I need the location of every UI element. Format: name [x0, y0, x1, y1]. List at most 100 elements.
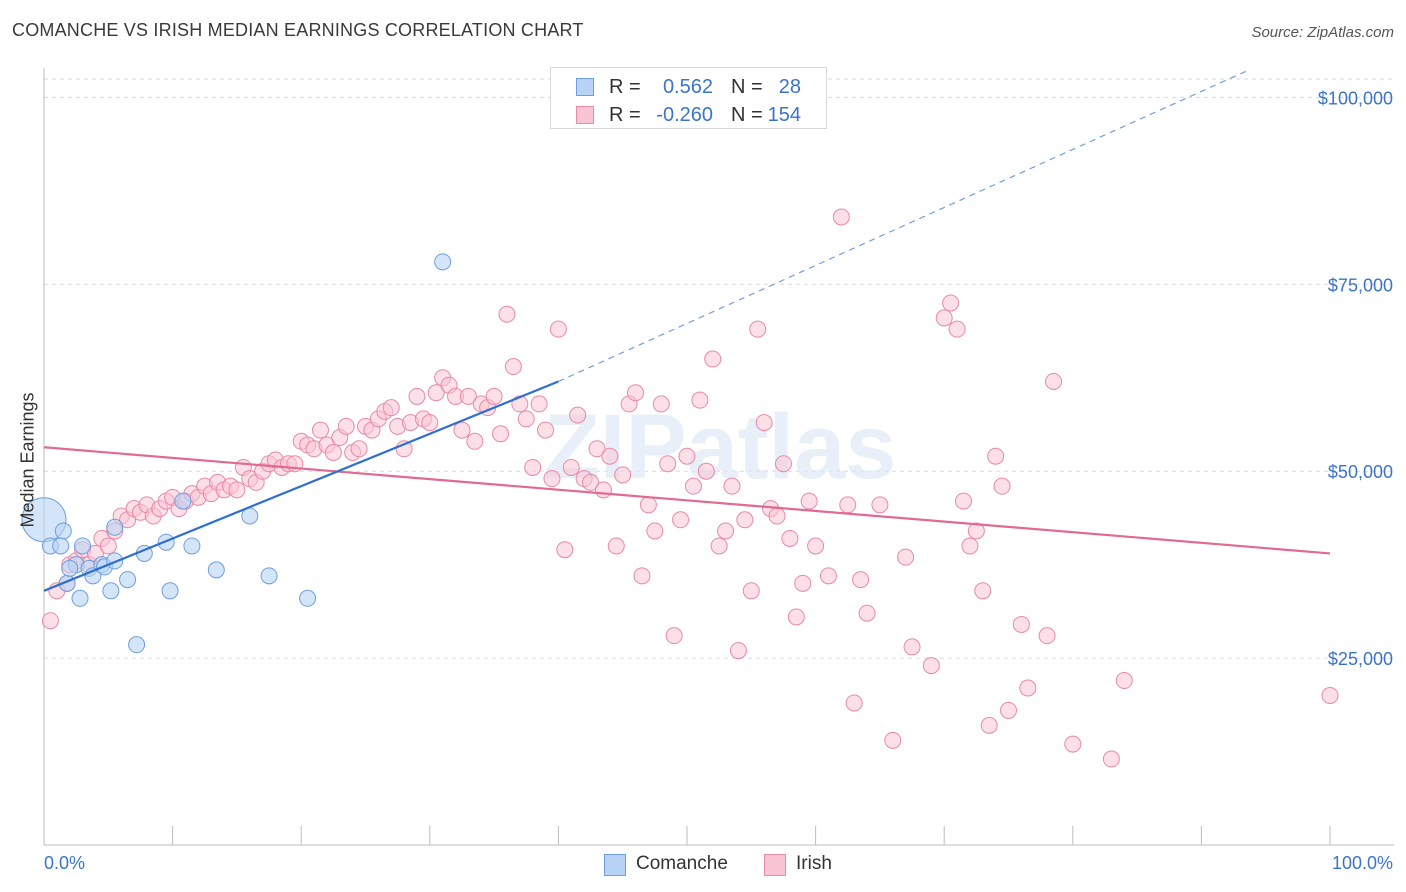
comanche-point	[207, 561, 225, 579]
irish-point	[723, 477, 741, 495]
irish-point	[819, 567, 837, 585]
irish-point	[852, 571, 870, 589]
irish-point	[684, 477, 702, 495]
irish-point	[382, 399, 400, 417]
irish-point	[659, 455, 677, 473]
irish-point	[691, 391, 709, 409]
comanche-point	[434, 253, 452, 271]
r-label: R =	[609, 104, 641, 126]
irish-point	[948, 320, 966, 338]
irish-swatch	[764, 854, 786, 876]
irish-point	[627, 384, 645, 402]
r-value: -0.260	[656, 104, 713, 126]
comanche-point	[74, 537, 92, 555]
comanche-series	[21, 253, 452, 654]
irish-point	[1064, 735, 1082, 753]
comanche-swatch	[604, 854, 626, 876]
irish-point	[504, 358, 522, 376]
irish-point	[858, 604, 876, 622]
irish-point	[1019, 679, 1037, 697]
irish-point	[736, 511, 754, 529]
irish-point	[453, 421, 471, 439]
irish-point	[492, 425, 510, 443]
irish-point	[987, 447, 1005, 465]
irish-point	[967, 522, 985, 540]
legend-label-comanche: Comanche	[636, 853, 728, 874]
comanche-point	[183, 537, 201, 555]
irish-point	[1038, 627, 1056, 645]
irish-point	[485, 387, 503, 405]
comanche-point	[106, 518, 124, 536]
irish-point	[1115, 672, 1133, 690]
x-tick-label: 100.0%	[1332, 853, 1393, 873]
irish-point	[466, 432, 484, 450]
irish-point	[1045, 372, 1063, 390]
irish-point	[800, 492, 818, 510]
irish-point	[524, 458, 542, 476]
irish-point	[607, 537, 625, 555]
irish-point	[639, 496, 657, 514]
source-label: Source: ZipAtlas.com	[1251, 24, 1394, 41]
irish-point	[961, 537, 979, 555]
irish-point	[543, 470, 561, 488]
irish-point	[774, 455, 792, 473]
irish-point	[633, 567, 651, 585]
grid-lines	[44, 78, 1394, 659]
comanche-point	[128, 636, 146, 654]
n-value: 28	[778, 76, 801, 98]
irish-point	[884, 731, 902, 749]
irish-point	[993, 477, 1011, 495]
irish-point	[845, 694, 863, 712]
axes	[43, 68, 1394, 846]
irish-trend-line	[43, 446, 1331, 555]
n-label: N =	[731, 104, 763, 126]
irish-point	[954, 492, 972, 510]
y-tick-label: $50,000	[1328, 462, 1393, 482]
irish-point	[794, 574, 812, 592]
irish-point	[646, 522, 664, 540]
irish-point	[742, 582, 760, 600]
correlation-legend: R = 0.562 N = 28 R = -0.260 N = 154	[550, 67, 827, 129]
irish-point	[556, 541, 574, 559]
irish-point	[498, 305, 516, 323]
irish-point	[569, 406, 587, 424]
comanche-point	[260, 567, 278, 585]
comanche-point	[174, 492, 192, 510]
irish-point	[980, 716, 998, 734]
chart-title: COMANCHE VS IRISH MEDIAN EARNINGS CORREL…	[12, 20, 584, 40]
y-tick-label: $100,000	[1318, 88, 1393, 108]
irish-point	[1000, 701, 1017, 719]
irish-point	[588, 440, 606, 458]
comanche-swatch	[576, 78, 594, 96]
irish-point	[1012, 615, 1030, 633]
irish-point	[594, 481, 612, 499]
irish-point	[871, 496, 889, 514]
irish-point	[337, 417, 355, 435]
irish-point	[903, 638, 921, 656]
irish-point	[717, 522, 735, 540]
irish-point	[787, 608, 805, 626]
tick-labels: $25,000 $50,000 $75,000 $100,000 0.0% 100.0%	[44, 88, 1393, 873]
irish-point	[350, 440, 368, 458]
irish-point	[99, 537, 117, 555]
irish-point	[459, 387, 477, 405]
irish-point	[665, 627, 683, 645]
irish-point	[942, 294, 960, 312]
comanche-point	[61, 559, 79, 577]
n-value: 154	[767, 104, 801, 126]
irish-point	[897, 548, 915, 566]
legend-row-comanche: R = 0.562 N = 28	[551, 73, 826, 101]
y-tick-label: $25,000	[1328, 649, 1393, 669]
comanche-point	[102, 582, 120, 600]
irish-point	[228, 481, 246, 499]
irish-point	[710, 537, 728, 555]
series-legend: Comanche Irish	[0, 852, 1406, 878]
irish-point	[749, 320, 767, 338]
irish-point	[652, 395, 670, 413]
irish-series	[41, 208, 1339, 768]
irish-point	[755, 414, 773, 432]
comanche-point	[161, 582, 179, 600]
irish-point	[537, 421, 555, 439]
irish-point	[781, 529, 799, 547]
x-tick-label: 0.0%	[44, 853, 85, 873]
